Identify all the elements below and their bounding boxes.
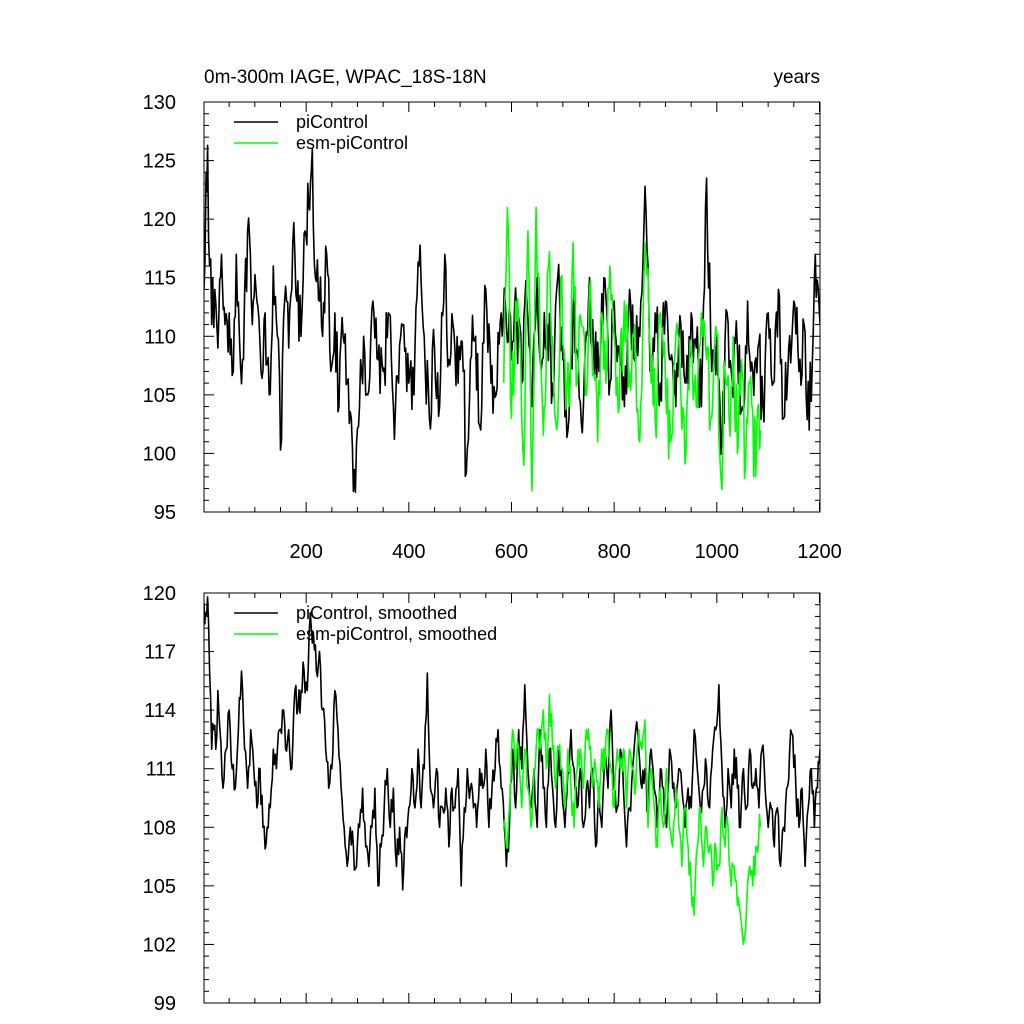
- legend-label: esm-piControl: [296, 133, 408, 153]
- y-tick-label: 110: [144, 326, 176, 348]
- y-tick-label: 114: [144, 700, 176, 722]
- top-panel: 95 100 105 110 115 120 125 130 200 400 600 800 1000 1…: [143, 92, 842, 563]
- x-tick-label: 800: [597, 541, 630, 563]
- series-line-picontrol: [204, 144, 820, 493]
- x-tick-label: 1200: [797, 541, 842, 563]
- y-tick-label: 102: [143, 934, 176, 956]
- legend-label: piControl, smoothed: [296, 603, 457, 623]
- series-line-esm-picontrol: [503, 206, 762, 492]
- x-tick-label: 200: [289, 541, 322, 563]
- y-tick-label: 105: [143, 385, 176, 407]
- y-tick-label: 108: [143, 817, 176, 839]
- legend-label: piControl: [296, 112, 368, 132]
- bottom-panel: 99 102 105 108 111 114 117 120 piControl, smooth…: [143, 583, 821, 1015]
- y-tick-label: 105: [143, 876, 176, 898]
- y-tick-label: 130: [143, 92, 176, 114]
- y-tick-label: 111: [146, 759, 176, 781]
- y-tick-label: 95: [154, 502, 176, 524]
- y-tick-label: 100: [143, 443, 176, 465]
- figure-title-left: 0m-300m IAGE, WPAC_18S-18N: [204, 67, 487, 88]
- figure-title-right: years: [774, 67, 820, 88]
- y-tick-label: 99: [154, 993, 176, 1015]
- legend-label: esm-piControl, smoothed: [296, 624, 497, 644]
- y-tick-label: 120: [143, 209, 176, 231]
- x-tick-label: 400: [392, 541, 425, 563]
- y-tick-label: 117: [144, 642, 176, 664]
- x-tick-label: 1000: [695, 541, 740, 563]
- y-tick-label: 120: [143, 583, 176, 605]
- x-tick-label: 600: [495, 541, 528, 563]
- y-tick-label: 115: [144, 268, 176, 290]
- plot-frame: [203, 592, 821, 1004]
- y-tick-label: 125: [143, 151, 176, 173]
- series-line-esm-picontrol-smoothed: [503, 693, 762, 946]
- plot-frame: [203, 101, 821, 513]
